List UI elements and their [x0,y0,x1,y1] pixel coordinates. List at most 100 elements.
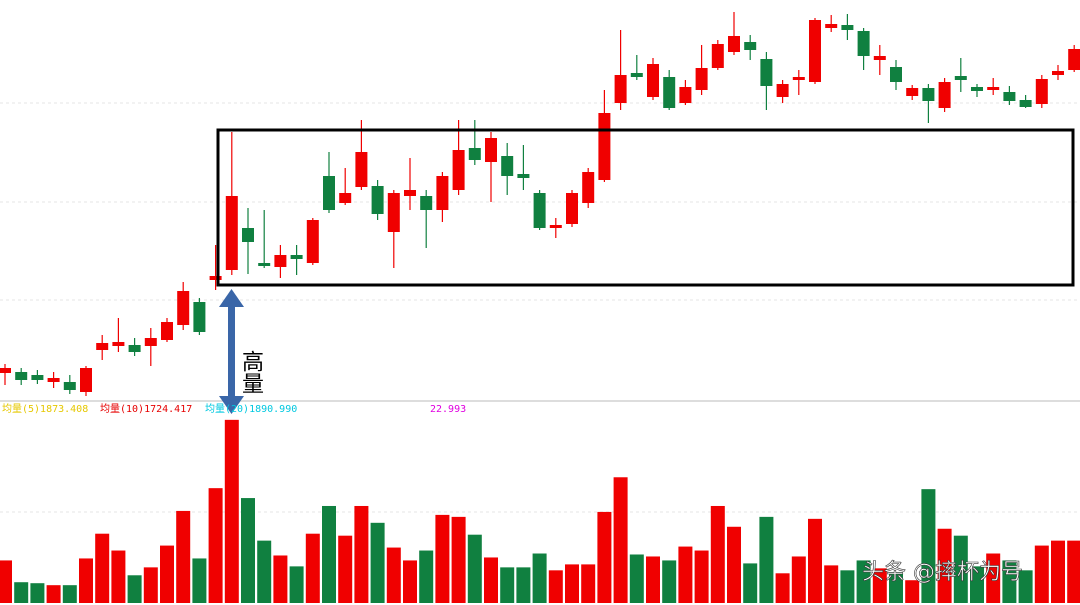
candle-body [614,75,627,103]
volume-bar [62,585,77,603]
volume-bar [224,419,239,603]
candle-body [517,174,530,178]
candle-body [128,345,141,352]
volume-bar [208,488,223,603]
volume-bar [921,489,936,603]
volume-bar [1018,570,1033,603]
candle-body [161,322,173,340]
candle-body [242,228,254,242]
candle-body [15,372,28,380]
volume-bar [192,558,207,603]
candle-body [387,193,400,232]
volume-bar [840,570,855,603]
volume-bar [629,554,644,603]
volume-bar [241,498,255,603]
candle-body [679,87,692,103]
volume-bar [694,550,709,603]
candle-body [954,76,967,80]
volume-bar [30,583,45,603]
candle-body [760,59,773,86]
indicator-label: 均量(20)1890.990 [205,403,297,415]
volume-bar [872,568,887,603]
volume-bar [613,477,628,603]
volume-bar [970,566,984,603]
volume-bar [565,564,579,603]
candle-body [728,36,740,52]
candle-body [63,382,76,390]
volume-bar [111,550,126,603]
candle-body [225,196,238,270]
volume-bar [581,564,596,603]
volume-bar [1051,540,1065,603]
volume-bar [986,553,1001,603]
volume-bar [386,547,401,603]
volume-bar [354,505,369,603]
volume-bar [1067,540,1080,603]
volume-bar [905,580,920,603]
candle-body [112,342,125,346]
candle-body [890,67,902,82]
volume-bar [338,535,353,603]
candle-body [825,24,838,28]
volume-bar [856,560,871,603]
candle-body [695,68,708,90]
candle-body [306,220,319,263]
candle-body [80,368,92,392]
candle-body [533,193,546,228]
candle-body [258,263,271,266]
candle-body [290,255,303,259]
volume-bar [176,510,191,603]
watermark: 头条 @摔杯为号 [862,560,1023,585]
candle-body [47,378,60,382]
candle-body [809,20,821,82]
candle-body [209,276,222,280]
candle-body [323,176,335,210]
candle-body [857,31,870,56]
candle-body [1019,100,1032,107]
arrow [219,289,244,414]
candle-body [144,338,157,346]
volume-bar [305,533,320,603]
indicator-label: 22.993 [430,404,466,415]
candle-body [873,56,886,60]
volume-bar [532,553,547,603]
volume-bar [500,567,515,603]
volume-bar [419,550,434,603]
volume-bar [451,516,466,603]
volume-bar [824,565,839,603]
volume-bar [548,570,563,603]
candle-body [31,375,44,380]
volume-bar [710,505,725,603]
volume-bar [808,518,822,603]
candle-body [452,150,465,190]
candle-body [0,368,11,373]
candle-body [485,138,497,162]
volume-bar [289,566,304,603]
candle-body [630,73,643,77]
volume-bar [95,533,110,603]
volume-bar [273,555,288,603]
volume-bar [678,546,693,603]
volume-bar [597,511,612,603]
candle-body [1068,49,1080,70]
candle-body [1052,71,1064,75]
volume-bar [1034,545,1049,603]
candle-body [906,88,919,96]
volume-bar [79,558,93,603]
volume-bar [727,526,741,603]
candle-body [1035,79,1048,104]
volume-bar [662,560,677,603]
volume-bar [646,556,660,603]
candle-body [420,196,433,210]
candle-body [663,77,676,108]
candle-body [711,44,724,68]
volume-bar [0,560,12,603]
volume-bar [46,585,61,603]
annotation: 高量 [238,350,263,394]
volume-bar [143,567,158,603]
arrow-shaft [228,304,235,400]
volume-bar [370,522,385,603]
candle-body [177,291,190,325]
candle-body [938,82,951,108]
